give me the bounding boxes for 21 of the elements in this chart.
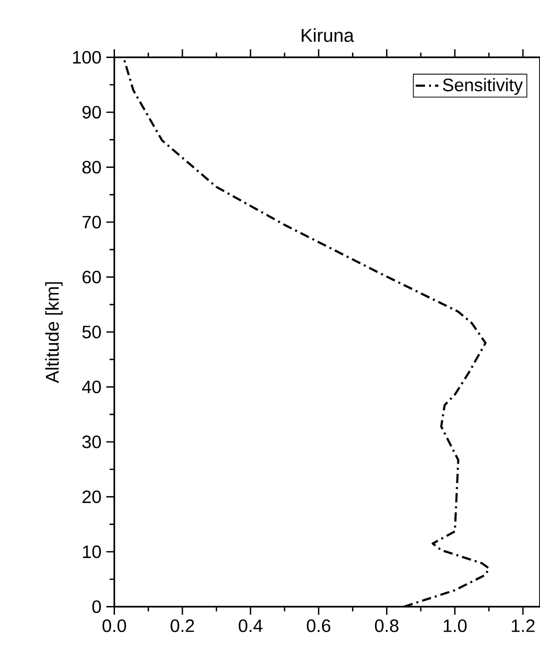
y-tick-label: 80 <box>82 160 101 174</box>
y-axis-title: Altitude [km] <box>45 282 63 384</box>
y-tick-label: 100 <box>73 50 101 64</box>
y-tick-label: 50 <box>82 326 101 338</box>
y-tick-label: 40 <box>82 380 101 394</box>
y-tick-label: 20 <box>82 490 101 504</box>
chart-title: Kiruna <box>302 28 354 42</box>
legend-label: Sensitivity <box>442 78 523 95</box>
x-tick-label: 1.2 <box>512 619 535 632</box>
y-tick-label: 90 <box>82 106 101 119</box>
y-tick-label: 0 <box>92 600 101 614</box>
y-tick-label: 70 <box>82 216 101 228</box>
x-tick-label: 0.2 <box>170 619 194 632</box>
x-tick-label: 0.8 <box>374 619 398 632</box>
x-tick-label: 0.4 <box>238 619 262 632</box>
y-tick-label: 30 <box>82 436 101 448</box>
x-tick-label: 0.6 <box>306 619 330 632</box>
y-tick-label: 10 <box>83 545 101 558</box>
x-tick-label: 1.0 <box>444 619 467 632</box>
y-tick-label: 60 <box>82 270 101 284</box>
x-tick-label: 0.0 <box>102 619 126 632</box>
